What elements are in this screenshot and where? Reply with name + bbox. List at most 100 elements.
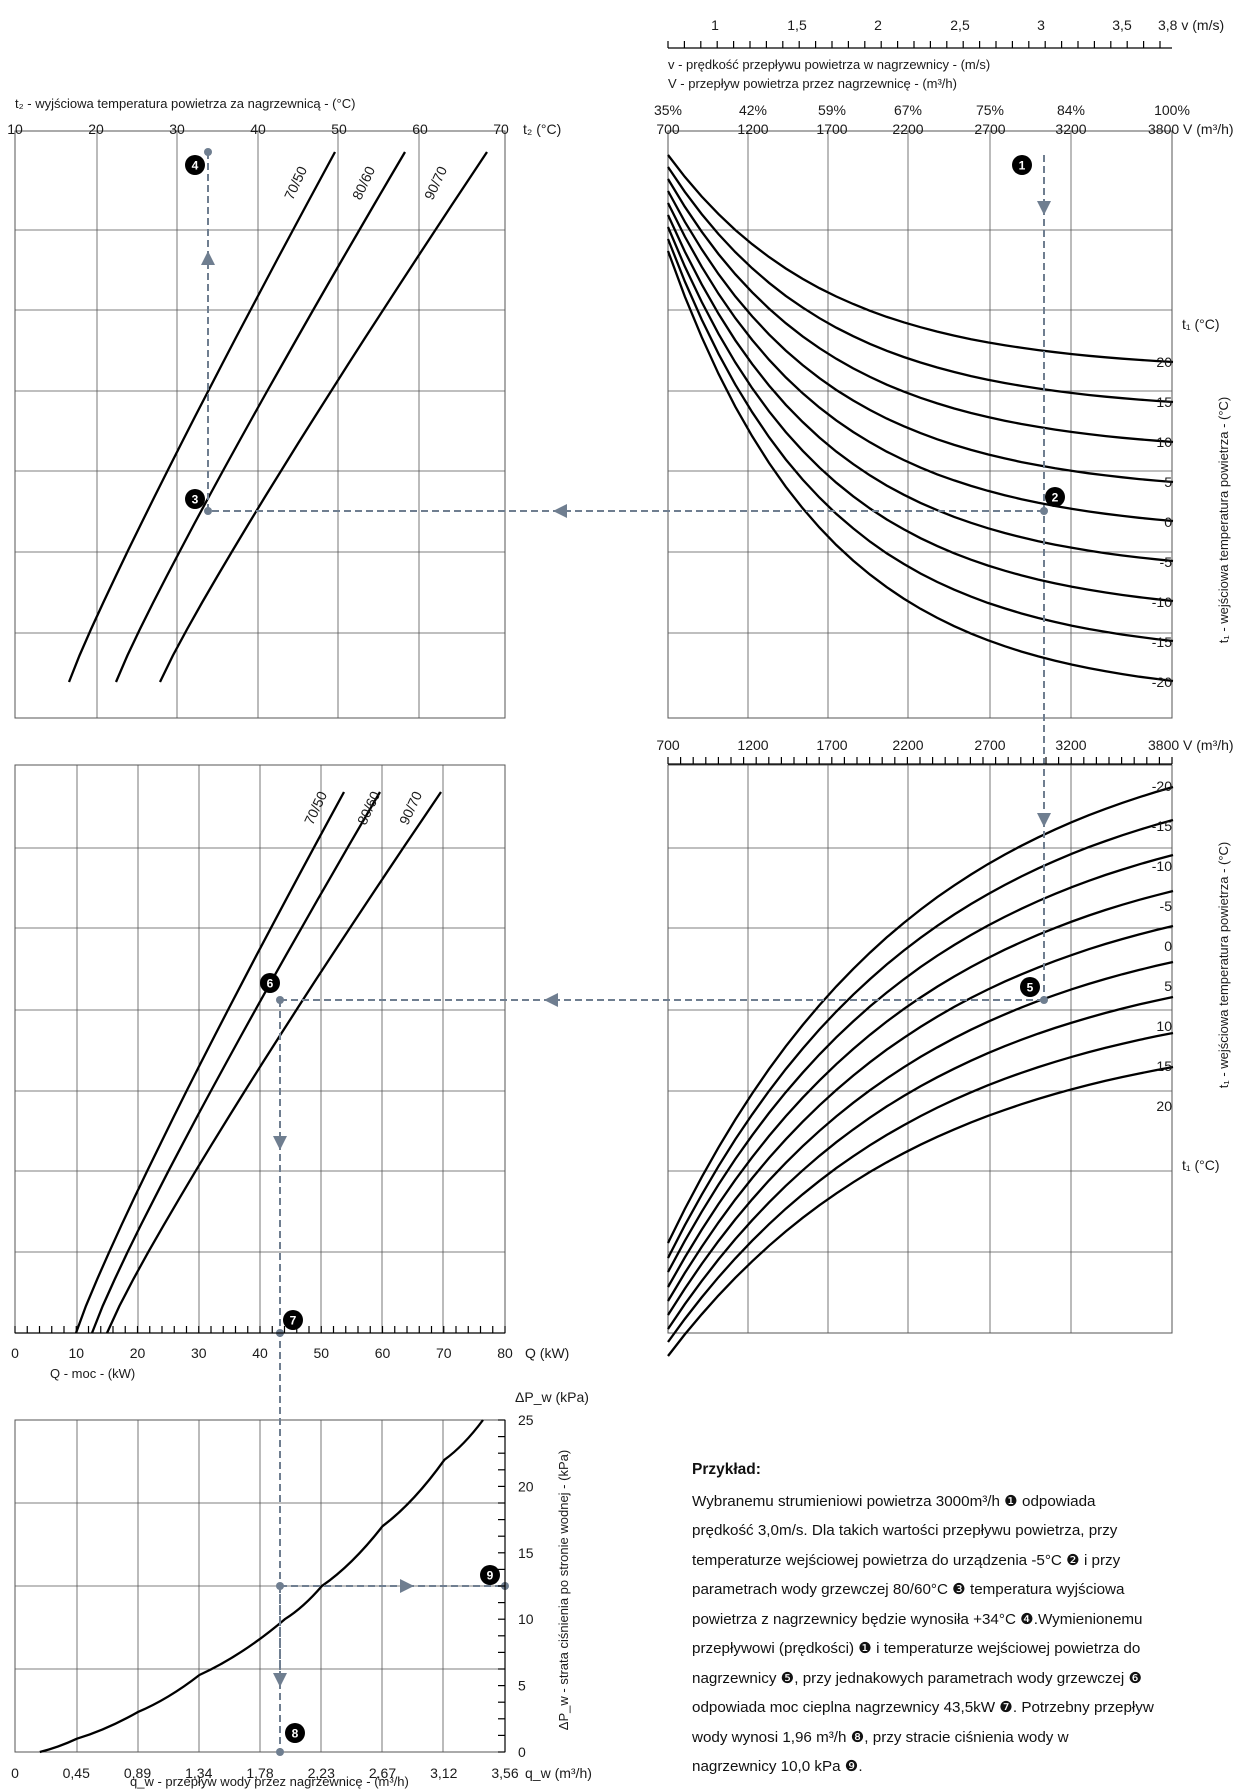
water-parameter-curve: [67, 151, 337, 683]
power-tick-label: 30: [191, 1345, 207, 1361]
inlet-temp-tick-label: 20: [1156, 1098, 1172, 1114]
step-marker-4: [185, 155, 205, 175]
pressure-tick-label: 15: [518, 1545, 534, 1561]
inlet-temp-tick-label: 10: [1156, 434, 1172, 450]
step-marker-5: [1020, 977, 1040, 997]
guide-point: [204, 507, 212, 515]
velocity-tick-label: 1,5: [787, 17, 807, 33]
airflow-tick-label: 3200: [1055, 121, 1086, 137]
example-line: prędkość 3,0m/s. Dla takich wartości prz…: [692, 1522, 1118, 1539]
pressure-unit: ΔP_w (kPa): [515, 1389, 589, 1405]
example-line: nagrzewnicy ❺, przy jednakowych parametr…: [692, 1669, 1143, 1687]
inlet-temp-tick-label: -15: [1152, 818, 1172, 834]
step-marker-6: [260, 973, 280, 993]
inlet-temp-tick-label: -5: [1160, 898, 1173, 914]
step-marker-number: 2: [1052, 491, 1059, 505]
inlet-temp-curve: [667, 960, 1174, 1316]
pressure-loss-curve: [39, 1419, 484, 1754]
velocity-axis-label: v - prędkość przepływu powietrza w nagrz…: [668, 57, 990, 72]
water-flow-tick-label: 0,89: [124, 1765, 151, 1781]
inlet-temp-tick-label: 15: [1156, 394, 1172, 410]
inlet-temp-curve: [666, 250, 1174, 683]
airflow-percent-label: 35%: [654, 102, 682, 118]
example-line: powietrza z nagrzewnicy będzie wynosiła …: [692, 1610, 1143, 1628]
pressure-tick-label: 10: [518, 1611, 534, 1627]
inlet-temp-curve: [666, 818, 1174, 1259]
airflow-tick-label: 1700: [816, 121, 847, 137]
water-flow-tick-label: 2,67: [369, 1765, 396, 1781]
step-marker-8: [285, 1723, 305, 1743]
outlet-temp-axis-label: t₂ - wyjściowa temperatura powietrza za …: [15, 96, 355, 111]
outlet-temp-tick-label: 40: [250, 121, 266, 137]
guide-point: [276, 996, 284, 1004]
inlet-temp-tick-label: -20: [1152, 674, 1172, 690]
step-marker-number: 1: [1019, 159, 1026, 173]
outlet-temp-tick-label: 50: [331, 121, 347, 137]
example-description: Przykład: Wybranemu strumieniowi powietr…: [692, 1455, 1232, 1782]
airflow-tick-label: 1700: [816, 737, 847, 753]
inlet-temp-curve: [666, 190, 1174, 484]
inlet-temp-tick-label: -10: [1152, 858, 1172, 874]
inlet-temp-curve: [667, 178, 1174, 444]
power-unit: Q (kW): [525, 1345, 569, 1361]
airflow-tick-label: 1200: [737, 121, 768, 137]
pressure-tick-label: 20: [518, 1478, 534, 1494]
airflow-percent-label: 75%: [976, 102, 1004, 118]
heating-power-curve: [105, 791, 442, 1334]
step-marker-number: 9: [487, 1569, 494, 1583]
inlet-temp-unit: t₁ (°C): [1182, 1157, 1220, 1173]
inlet-temp-tick-label: -15: [1152, 634, 1172, 650]
water-parameter-label: 80/60: [349, 163, 378, 202]
airflow-percent-label: 59%: [818, 102, 846, 118]
airflow-tick-label: 700: [656, 737, 680, 753]
water-parameter-label: 90/70: [421, 163, 450, 202]
water-parameter-label: 70/50: [301, 788, 330, 827]
inlet-temp-curve: [667, 889, 1174, 1288]
inlet-temp-axis-label: t₁ - wejściowa temperatura powietrza - (…: [1216, 842, 1231, 1089]
water-flow-unit: q_w (m³/h): [525, 1765, 592, 1781]
example-title: Przykład:: [692, 1461, 761, 1478]
inlet-temp-curve: [667, 924, 1174, 1302]
power-tick-label: 80: [497, 1345, 513, 1361]
water-flow-tick-label: 2,23: [308, 1765, 335, 1781]
inlet-temp-tick-label: 0: [1164, 514, 1172, 530]
airflow-tick-label: 3800 V (m³/h): [1148, 121, 1234, 137]
inlet-temp-axis-label: t₁ - wejściowa temperatura powietrza - (…: [1216, 397, 1231, 644]
inlet-temp-unit: t₁ (°C): [1182, 316, 1220, 332]
inlet-temp-tick-label: -5: [1160, 554, 1173, 570]
water-flow-axis-label: q_w - przepływ wody przez nagrzewnicę - …: [130, 1774, 409, 1789]
step-marker-number: 7: [290, 1314, 297, 1328]
example-line: temperaturze wejściowej powietrza do urz…: [692, 1551, 1121, 1569]
outlet-temp-unit: t₂ (°C): [523, 121, 561, 137]
step-marker-number: 4: [192, 159, 199, 173]
step-marker-7: [283, 1310, 303, 1330]
example-line: przepływowi (prędkości) ❶ i temperaturze…: [692, 1640, 1141, 1657]
inlet-temp-curve: [666, 202, 1174, 523]
pressure-tick-label: 5: [518, 1678, 526, 1694]
velocity-tick-label: 1: [711, 17, 719, 33]
velocity-tick-label: 2: [874, 17, 882, 33]
airflow-percent-label: 42%: [739, 102, 767, 118]
step-marker-number: 6: [267, 977, 274, 991]
water-parameter-curve: [114, 151, 406, 683]
example-line: wody wynosi 1,96 m³/h ❽, przy stracie ci…: [692, 1728, 1069, 1746]
pressure-tick-label: 25: [518, 1412, 534, 1428]
step-marker-9: [480, 1565, 500, 1585]
water-flow-tick-label: 1,34: [185, 1765, 212, 1781]
airflow-tick-label: 2200: [892, 737, 923, 753]
velocity-tick-label: 3,5: [1112, 17, 1132, 33]
example-line: odpowiada moc cieplna nagrzewnicy 43,5kW…: [692, 1699, 1154, 1716]
example-line: Wybranemu strumieniowi powietrza 3000m³/…: [692, 1492, 1096, 1510]
airflow-tick-label: 700: [656, 121, 680, 137]
top-right-panel-frame: [667, 130, 1173, 719]
power-tick-label: 70: [436, 1345, 452, 1361]
inlet-temp-tick-label: 15: [1156, 1058, 1172, 1074]
inlet-temp-tick-label: 0: [1164, 938, 1172, 954]
airflow-percent-label: 67%: [894, 102, 922, 118]
airflow-tick-label: 2200: [892, 121, 923, 137]
inlet-temp-curve: [667, 166, 1174, 404]
water-flow-tick-label: 3,56: [491, 1765, 518, 1781]
heating-power-curve: [90, 791, 381, 1334]
inlet-temp-curve: [666, 853, 1174, 1273]
